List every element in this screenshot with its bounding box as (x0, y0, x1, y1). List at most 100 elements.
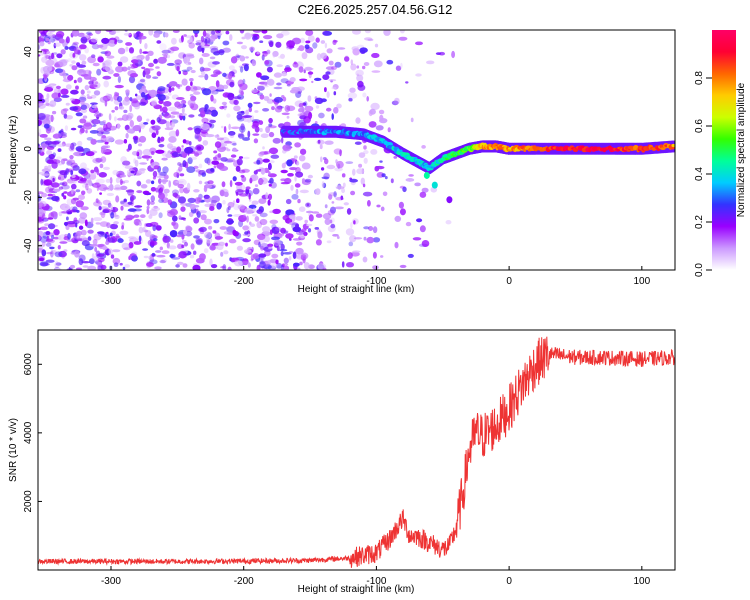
spectrogram-noise-cell (262, 260, 269, 268)
spectrogram-noise-cell (164, 127, 174, 131)
spectrogram-noise-cell (74, 250, 80, 258)
spectrogram-noise-cell (379, 160, 383, 163)
spectrogram-noise-cell (119, 178, 123, 186)
spectrogram-noise-cell (163, 113, 171, 119)
spectrogram-noise-cell (303, 262, 310, 270)
spectrogram-noise-cell (213, 156, 217, 161)
spectrogram-noise-cell (286, 115, 290, 119)
spectrogram-noise-cell (130, 99, 139, 104)
spectrogram-noise-cell (150, 151, 155, 155)
spectrogram-noise-cell (169, 120, 173, 126)
spectrogram-noise-cell (153, 58, 159, 64)
spectrogram-noise-cell (162, 53, 169, 56)
spectrogram-noise-cell (189, 85, 198, 92)
spectrogram-noise-cell (171, 37, 177, 45)
spectrogram-noise-cell (125, 89, 130, 93)
spectrogram-noise-cell (243, 118, 250, 122)
spectrogram-noise-cell (245, 56, 249, 59)
spectrogram-noise-cell (381, 173, 386, 178)
spectrogram-noise-cell (45, 140, 53, 145)
spectrogram-noise-cell (314, 227, 320, 230)
spectrogram-noise-cell (183, 56, 187, 64)
spectrogram-noise-cell (383, 30, 391, 36)
spectrogram-noise-cell (138, 143, 143, 147)
spectrogram-noise-cell (341, 261, 345, 268)
spectrogram-noise-cell (112, 169, 119, 176)
spectrogram-noise-cell (138, 235, 142, 243)
spectrogram-noise-cell (200, 214, 207, 221)
spectrogram-noise-cell (269, 210, 275, 214)
spectrogram-noise-cell (271, 236, 280, 241)
spectrogram-noise-cell (275, 41, 282, 48)
spectrogram-noise-cell (77, 125, 83, 129)
spectrogram-noise-cell (136, 115, 143, 122)
spectrogram-noise-cell (155, 149, 165, 154)
spectrogram-noise-cell (238, 83, 243, 87)
spectrogram-noise-cell (125, 214, 133, 221)
spectrogram-noise-cell (320, 40, 326, 44)
spectrogram-noise-cell (274, 106, 283, 113)
spectrogram-noise-cell (307, 174, 313, 179)
spectrogram-noise-cell (195, 257, 205, 264)
spectrogram-noise-cell (101, 145, 109, 149)
spectrogram-noise-cell (201, 172, 207, 177)
spectrogram-noise-cell (78, 194, 85, 200)
spectrogram-noise-cell (79, 162, 87, 170)
spectrogram-noise-cell (175, 264, 180, 268)
spectrogram-noise-cell (117, 39, 123, 44)
spectrogram-noise-cell (258, 177, 264, 186)
spectrogram-noise-cell (275, 262, 283, 269)
spectrogram-noise-cell (78, 96, 87, 103)
spectrogram-noise-cell (130, 99, 139, 104)
spectrogram-noise-cell (106, 231, 109, 235)
spectrogram-noise-cell (182, 263, 188, 268)
spectrogram-noise-cell (384, 176, 388, 180)
spectrogram-noise-cell (80, 89, 85, 95)
spectrogram-noise-cell (324, 87, 327, 93)
spectrogram-noise-cell (334, 167, 343, 172)
spectrogram-noise-cell (72, 53, 76, 58)
spectrogram-noise-cell (307, 228, 312, 233)
spectrogram-noise-cell (122, 160, 131, 166)
spectrogram-noise-cell (300, 252, 309, 260)
spectrogram-noise-cell (59, 182, 65, 186)
spectrogram-noise-cell (237, 79, 244, 87)
spectrogram-noise-cell (180, 206, 186, 212)
spectrogram-noise-cell (100, 156, 107, 163)
spectrogram-noise-cell (292, 251, 297, 259)
spectrogram-noise-cell (257, 233, 266, 240)
spectrogram-noise-cell (209, 119, 217, 124)
spectrogram-noise-cell (113, 221, 119, 225)
spectrogram-noise-cell (280, 169, 288, 174)
spectrogram-noise-cell (259, 261, 266, 269)
spectrogram-noise-cell (88, 70, 92, 77)
spectrogram-noise-cell (289, 167, 298, 171)
spectrogram-noise-cell (138, 226, 144, 234)
spectrogram-noise-cell (281, 137, 284, 144)
spectrogram-noise-cell (405, 178, 415, 182)
spectrogram-noise-cell (250, 258, 254, 262)
spectrogram-noise-cell (69, 106, 78, 111)
spectrogram-noise-cell (125, 115, 133, 121)
spectrogram-noise-cell (218, 49, 225, 56)
spectrogram-noise-cell (244, 207, 254, 215)
spectrogram-noise-cell (146, 155, 149, 161)
colorbar-tick-label: 0.6 (694, 119, 705, 133)
spectrogram-noise-cell (163, 101, 172, 107)
spectrogram-noise-cell (127, 208, 137, 212)
spectrogram-noise-cell (73, 79, 77, 84)
spectrogram-noise-cell (103, 189, 107, 192)
spectrogram-noise-cell (85, 129, 88, 134)
spectrogram-noise-cell (183, 229, 188, 235)
spectrogram-noise-cell (217, 241, 226, 246)
spectrogram-noise-cell (78, 217, 86, 224)
spectrogram-noise-cell (170, 121, 175, 128)
spectrogram-noise-cell (164, 32, 169, 38)
spectrogram-noise-cell (246, 215, 249, 223)
spectrogram-noise-cell (214, 236, 224, 240)
spectrogram-noise-cell (96, 168, 100, 176)
spectrogram-noise-cell (334, 206, 344, 210)
spectrogram-noise-cell (326, 240, 332, 244)
spectrogram-noise-cell (124, 264, 130, 268)
spectrogram-noise-cell (91, 54, 96, 58)
